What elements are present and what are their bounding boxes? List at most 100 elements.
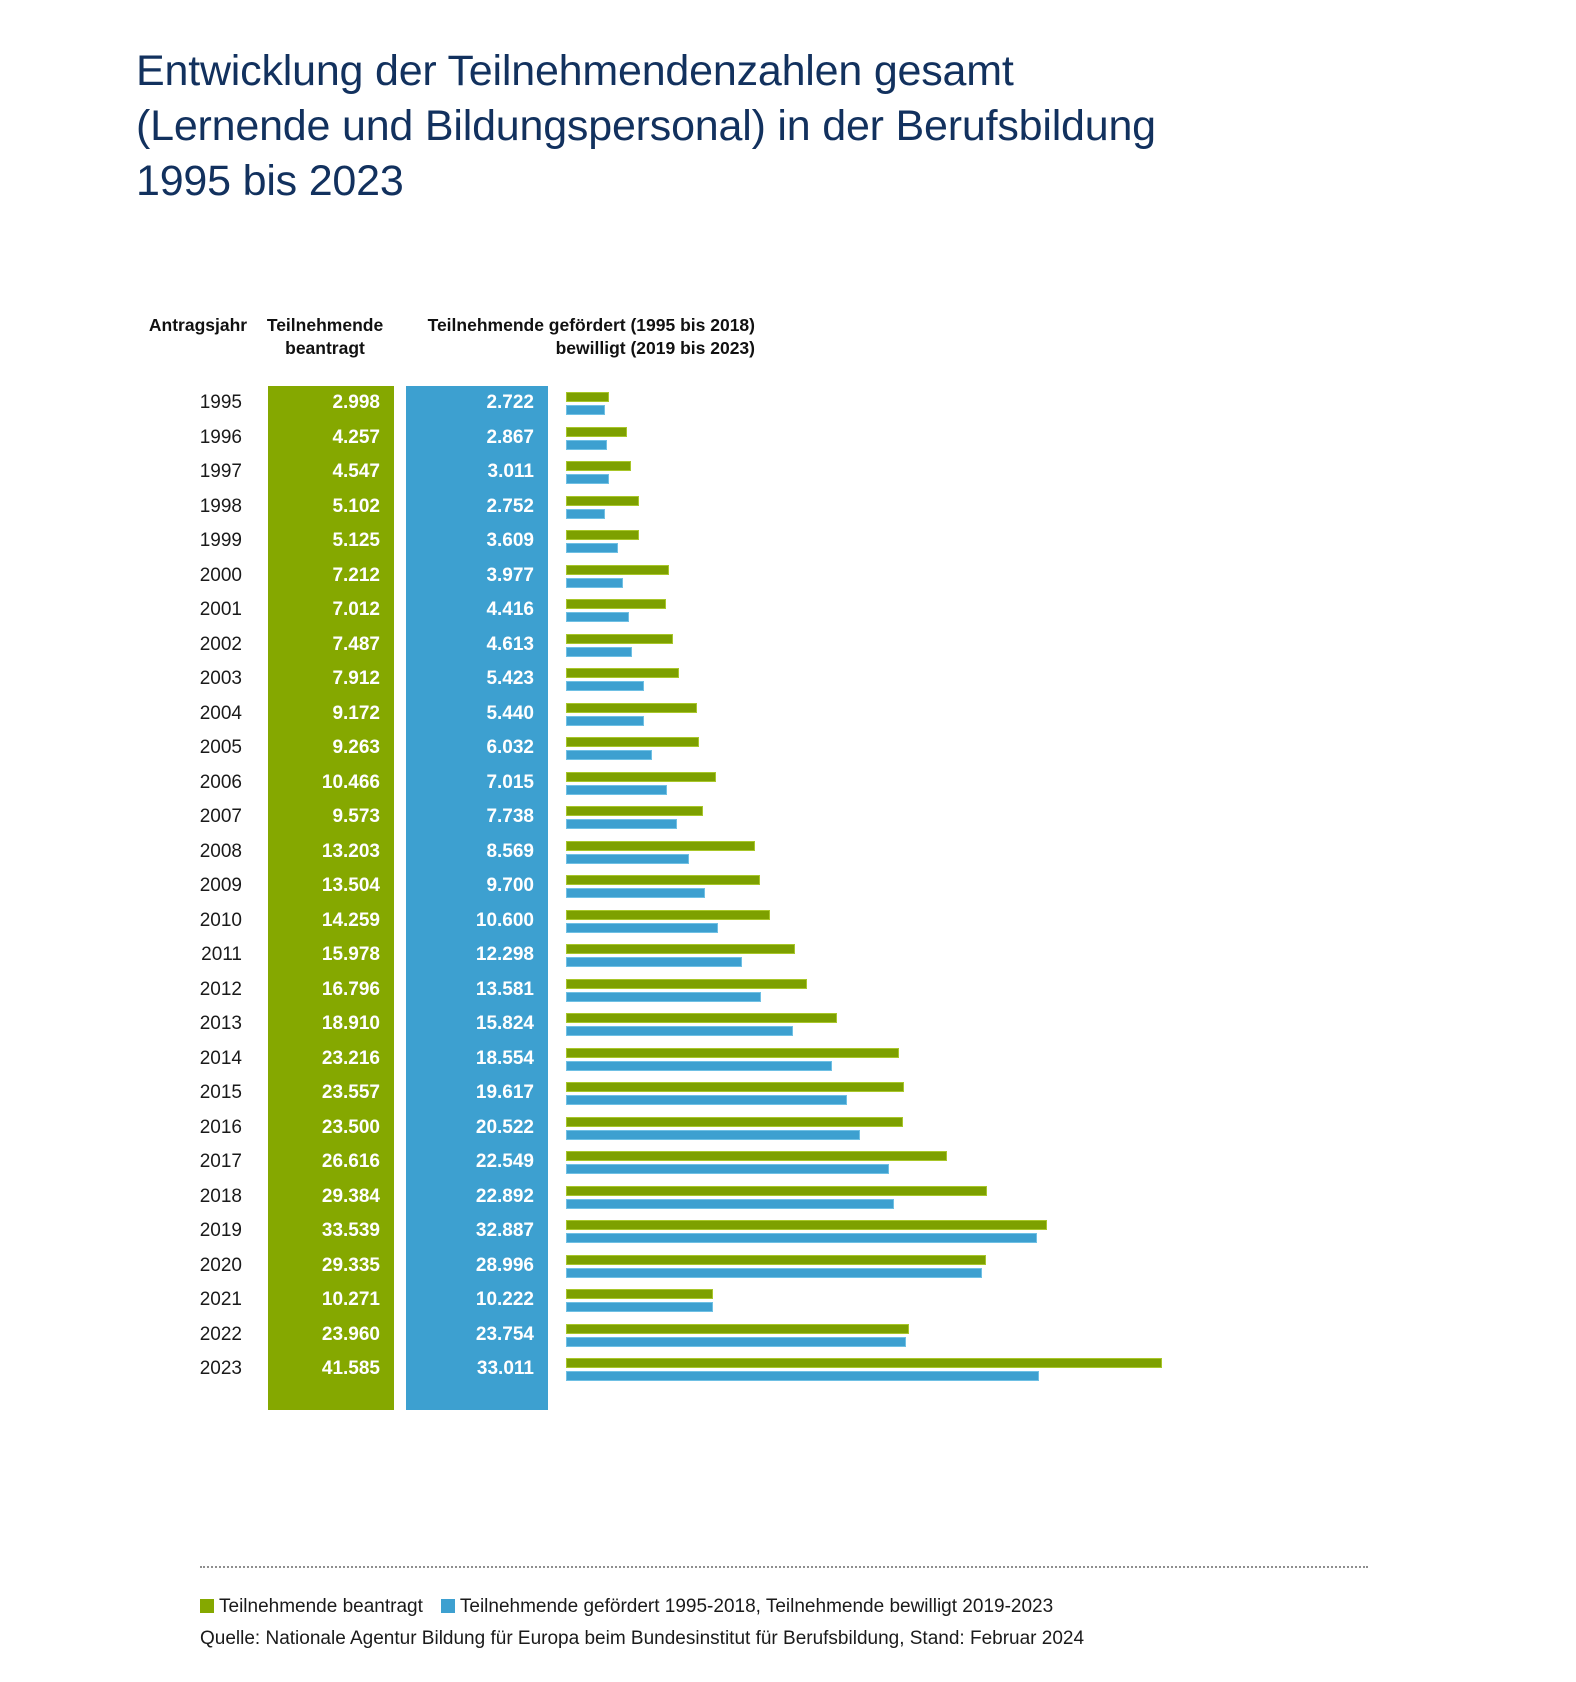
column-header-requested-line1: Teilnehmende bbox=[266, 315, 384, 335]
cell-granted-value: 10.222 bbox=[475, 1289, 534, 1310]
bar-requested bbox=[566, 806, 704, 816]
bar-granted bbox=[566, 1198, 895, 1209]
cell-year: 2000 bbox=[199, 564, 242, 586]
cell-year: 2007 bbox=[199, 806, 242, 827]
cell-year: 2020 bbox=[199, 1254, 242, 1276]
bar-granted bbox=[566, 577, 623, 588]
cell-granted-value: 3.609 bbox=[486, 530, 534, 551]
panel-requested bbox=[268, 386, 394, 1410]
bar-requested bbox=[566, 909, 771, 920]
column-header-requested: Teilnehmende beantragt bbox=[250, 314, 400, 361]
table-row: 2011 15.978 12.298 bbox=[0, 938, 1576, 973]
table-row: 2001 7.012 4.416 bbox=[0, 593, 1576, 628]
cell-requested-value: 9.573 bbox=[332, 806, 380, 827]
bar-group bbox=[566, 1283, 1566, 1318]
bar-requested bbox=[566, 1358, 1162, 1368]
bar-granted bbox=[566, 784, 667, 795]
legend-label-granted: Teilnehmende gefördert 1995-2018, Teilne… bbox=[459, 1596, 1054, 1617]
table-row: 2014 23.216 18.554 bbox=[0, 1042, 1576, 1077]
cell-requested-value: 23.500 bbox=[321, 1116, 380, 1138]
cell-year: 2011 bbox=[201, 944, 242, 965]
legend-item-granted: Teilnehmende gefördert 1995-2018, Teilne… bbox=[440, 1596, 1054, 1618]
cell-requested-value: 4.547 bbox=[332, 461, 380, 482]
table-row: 2021 10.271 10.222 bbox=[0, 1283, 1576, 1318]
cell-year: 2014 bbox=[199, 1047, 242, 1069]
table-row: 2002 7.487 4.613 bbox=[0, 628, 1576, 663]
cell-year: 2006 bbox=[199, 771, 242, 793]
bar-group bbox=[566, 1007, 1566, 1042]
cell-year: 2005 bbox=[199, 737, 242, 758]
cell-year: 2016 bbox=[199, 1116, 242, 1138]
bar-requested bbox=[566, 564, 670, 575]
cell-year: 2001 bbox=[199, 599, 242, 620]
cell-requested-value: 7.912 bbox=[332, 668, 380, 689]
cell-year: 2008 bbox=[199, 840, 242, 862]
panel-granted bbox=[406, 386, 548, 1410]
bar-granted bbox=[566, 1371, 1040, 1381]
cell-requested-value: 15.978 bbox=[321, 944, 380, 965]
cell-requested-value: 14.259 bbox=[321, 909, 380, 931]
cell-requested-value: 10.271 bbox=[321, 1289, 380, 1310]
cell-year: 2023 bbox=[199, 1358, 242, 1379]
bar-group bbox=[566, 490, 1566, 525]
bar-group bbox=[566, 835, 1566, 870]
bar-granted bbox=[566, 888, 706, 898]
bar-requested bbox=[566, 495, 640, 506]
cell-granted-value: 2.752 bbox=[486, 495, 534, 517]
table-row: 2013 18.910 15.824 bbox=[0, 1007, 1576, 1042]
bar-granted bbox=[566, 1164, 890, 1174]
cell-requested-value: 29.335 bbox=[321, 1254, 380, 1276]
cell-year: 1995 bbox=[199, 392, 242, 413]
bar-granted bbox=[566, 508, 606, 519]
table-row: 2004 9.172 5.440 bbox=[0, 697, 1576, 732]
bar-group bbox=[566, 1076, 1566, 1111]
bar-granted bbox=[566, 681, 644, 691]
bar-group bbox=[566, 386, 1566, 421]
cell-granted-value: 33.011 bbox=[476, 1358, 534, 1379]
bar-requested bbox=[566, 1116, 903, 1127]
bar-granted bbox=[566, 439, 608, 450]
bar-requested bbox=[566, 392, 609, 402]
table-row: 2008 13.203 8.569 bbox=[0, 835, 1576, 870]
data-rows: 1995 2.998 2.722 1996 4.257 2.867 1997 4.547 3.0… bbox=[0, 386, 1576, 1387]
cell-year: 2015 bbox=[199, 1082, 242, 1103]
bar-requested bbox=[566, 461, 632, 471]
bar-group bbox=[566, 524, 1566, 559]
bar-group bbox=[566, 731, 1566, 766]
bar-group bbox=[566, 1042, 1566, 1077]
bar-group bbox=[566, 628, 1566, 663]
cell-granted-value: 20.522 bbox=[475, 1116, 534, 1138]
bar-requested bbox=[566, 668, 680, 678]
bar-group bbox=[566, 1352, 1566, 1387]
bar-requested bbox=[566, 1151, 948, 1161]
bar-granted bbox=[566, 957, 743, 967]
table-row: 1997 4.547 3.011 bbox=[0, 455, 1576, 490]
cell-year: 2002 bbox=[199, 633, 242, 655]
cell-granted-value: 7.015 bbox=[486, 771, 534, 793]
cell-granted-value: 13.581 bbox=[475, 978, 534, 1000]
title-line-2: (Lernende und Bildungspersonal) in der B… bbox=[136, 102, 1156, 151]
bar-requested bbox=[566, 1220, 1047, 1230]
bar-group bbox=[566, 1180, 1566, 1215]
bar-group bbox=[566, 938, 1566, 973]
cell-granted-value: 22.892 bbox=[475, 1185, 534, 1207]
bar-granted bbox=[566, 991, 761, 1002]
cell-granted-value: 2.867 bbox=[486, 426, 534, 448]
table-row: 2000 7.212 3.977 bbox=[0, 559, 1576, 594]
cell-requested-value: 29.384 bbox=[321, 1185, 380, 1207]
cell-year: 2017 bbox=[199, 1151, 242, 1172]
page-title: Entwicklung der Teilnehmendenzahlen gesa… bbox=[136, 44, 1316, 209]
bar-requested bbox=[566, 771, 716, 782]
cell-year: 2009 bbox=[199, 875, 242, 896]
bar-granted bbox=[566, 1129, 861, 1140]
cell-year: 2013 bbox=[199, 1013, 242, 1034]
cell-granted-value: 8.569 bbox=[486, 840, 534, 862]
bar-group bbox=[566, 766, 1566, 801]
bar-granted bbox=[566, 543, 618, 553]
legend-label-requested: Teilnehmende beantragt bbox=[219, 1596, 423, 1617]
bar-group bbox=[566, 455, 1566, 490]
cell-requested-value: 9.172 bbox=[332, 702, 380, 724]
cell-granted-value: 12.298 bbox=[475, 944, 534, 965]
cell-granted-value: 5.423 bbox=[486, 668, 534, 689]
bar-requested bbox=[566, 1013, 838, 1023]
